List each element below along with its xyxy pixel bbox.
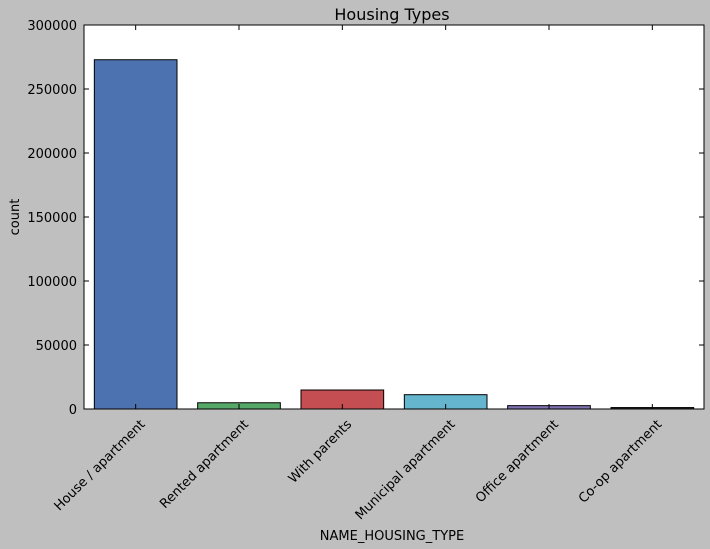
y-tick-label-1: 50000 xyxy=(36,339,77,354)
bar-0 xyxy=(93,59,178,410)
y-tick-label-4: 200000 xyxy=(27,147,77,162)
x-axis-label: NAME_HOUSING_TYPE xyxy=(320,529,464,544)
y-tick-label-6: 300000 xyxy=(27,19,77,34)
y-tick-label-0: 0 xyxy=(69,403,77,418)
plot-area xyxy=(84,25,704,409)
y-axis-label: count xyxy=(8,199,23,236)
y-tick-label-5: 250000 xyxy=(27,83,77,98)
y-tick-label-3: 150000 xyxy=(27,211,77,226)
bars-group xyxy=(93,59,695,410)
y-tick-label-2: 100000 xyxy=(27,275,77,290)
y-axis-ticks: 0 50000 100000 150000 200000 250000 300000 xyxy=(27,19,704,418)
chart-title: Housing Types xyxy=(334,5,449,24)
